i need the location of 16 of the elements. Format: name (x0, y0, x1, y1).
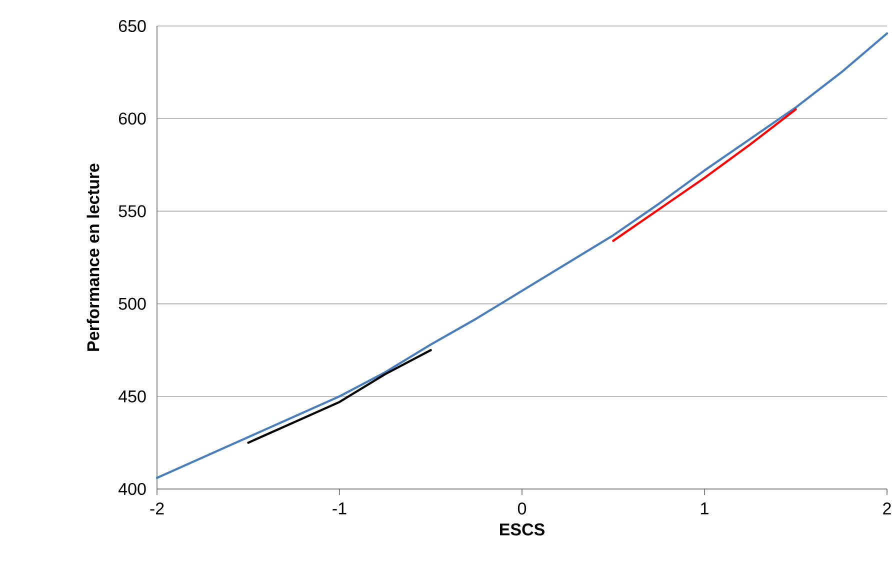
line-series (156, 32, 888, 479)
x-tick-label: 2 (883, 502, 891, 514)
x-tick-label: -2 (150, 502, 164, 514)
y-tick-label: 550 (118, 205, 146, 218)
y-tick-label: 650 (118, 20, 146, 32)
y-axis-title: Performance en lecture (86, 164, 100, 351)
line-series (247, 349, 432, 444)
y-tick-label: 450 (118, 390, 146, 402)
x-tick-label: 0 (518, 502, 526, 515)
line-series (612, 108, 797, 242)
x-axis-title: ESCS (500, 523, 544, 536)
x-tick-label: -1 (332, 502, 346, 514)
y-tick-label: 400 (118, 482, 146, 496)
y-tick-label: 500 (118, 298, 146, 310)
y-tick-label: 600 (118, 112, 146, 125)
x-tick-label: 1 (701, 502, 708, 514)
